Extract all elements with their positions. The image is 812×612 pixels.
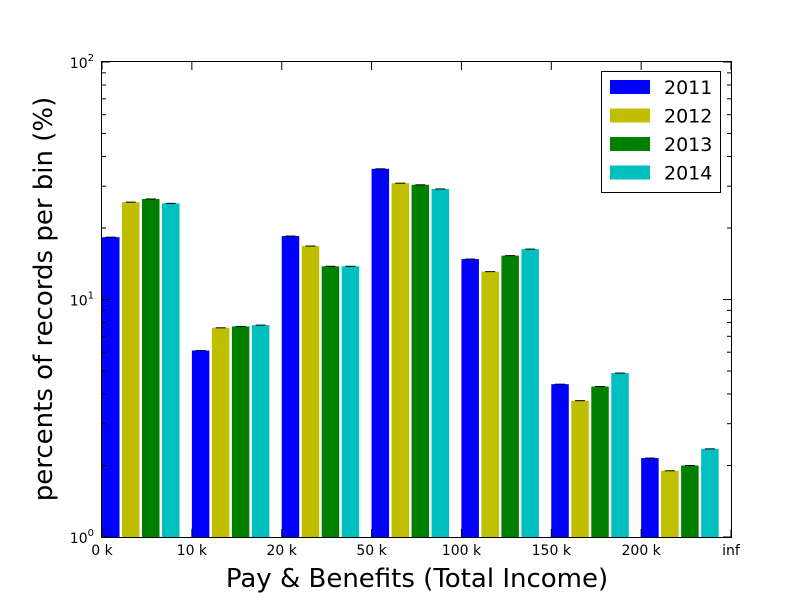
bars-group (102, 168, 719, 538)
legend-label-2011: 2011 (664, 77, 712, 99)
bar-2014-1 (162, 203, 180, 537)
bar-2011-4 (371, 168, 390, 537)
x-tick-label: 20 k (267, 543, 298, 559)
bar-2011-3 (281, 236, 300, 538)
y-tick-base: 10 (70, 294, 88, 310)
plot-frame (101, 61, 732, 538)
y-tick-base: 10 (70, 56, 88, 72)
y-tick-exponent: 1 (88, 291, 94, 302)
bar-2013-5 (501, 255, 519, 537)
bar-2013-2 (231, 326, 250, 537)
y-tick-label: 101 (70, 291, 94, 310)
x-tick-label: 100 k (442, 543, 482, 559)
bar-2014-7 (701, 448, 719, 537)
legend-label-2012: 2012 (664, 106, 712, 128)
bar-2013-4 (411, 184, 430, 538)
y-tick-label: 100 (70, 528, 94, 547)
bar-2012-4 (391, 183, 410, 537)
legend-label-2014: 2014 (664, 163, 712, 185)
y-tick-base: 10 (70, 531, 88, 547)
bar-2013-1 (142, 198, 160, 537)
legend-swatch-2012 (610, 108, 650, 123)
y-tick-label: 102 (70, 53, 94, 72)
bar-2014-5 (521, 249, 539, 537)
y-tick-exponent: 0 (88, 528, 94, 539)
bar-2012-3 (301, 245, 320, 537)
y-axis-label: percents of records per bin (%) (29, 97, 59, 502)
x-tick-label: 50 k (356, 543, 387, 559)
legend-swatch-2014 (610, 165, 650, 180)
legend: 2011 2012 2013 2014 (601, 71, 721, 193)
x-tick-label: 10 k (177, 543, 208, 559)
bar-2011-1 (102, 237, 120, 538)
bar-2012-5 (481, 271, 499, 537)
bar-2013-7 (681, 465, 699, 537)
legend-swatch-2011 (610, 80, 650, 94)
x-tick-label: inf (722, 543, 741, 559)
x-tick-label: 0 k (91, 543, 113, 559)
bar-2012-1 (122, 202, 140, 538)
bar-2014-2 (251, 325, 270, 537)
bar-2012-6 (571, 400, 589, 537)
x-axis-ticks: 0 k 10 k 20 k 50 k 100 k 150 k 200 k inf (91, 62, 741, 559)
bar-2011-7 (641, 458, 659, 537)
bar-2012-2 (211, 327, 230, 537)
x-tick-label: 200 k (622, 543, 662, 559)
bar-2013-3 (321, 266, 340, 537)
x-axis-label: Pay & Benefits (Total Income) (226, 564, 608, 594)
legend-label-2013: 2013 (664, 134, 712, 156)
bar-2012-7 (661, 470, 679, 537)
error-bars-group (105, 168, 715, 472)
x-tick-label: 150 k (532, 543, 572, 559)
bar-2011-6 (551, 384, 569, 537)
bar-2011-5 (461, 259, 479, 537)
bar-2011-2 (191, 350, 210, 537)
legend-swatch-2013 (610, 137, 650, 151)
bar-2014-6 (611, 373, 629, 537)
y-tick-exponent: 2 (88, 53, 94, 64)
bar-2014-3 (341, 266, 360, 537)
bar-2014-4 (431, 188, 450, 538)
bar-2013-6 (591, 386, 609, 537)
